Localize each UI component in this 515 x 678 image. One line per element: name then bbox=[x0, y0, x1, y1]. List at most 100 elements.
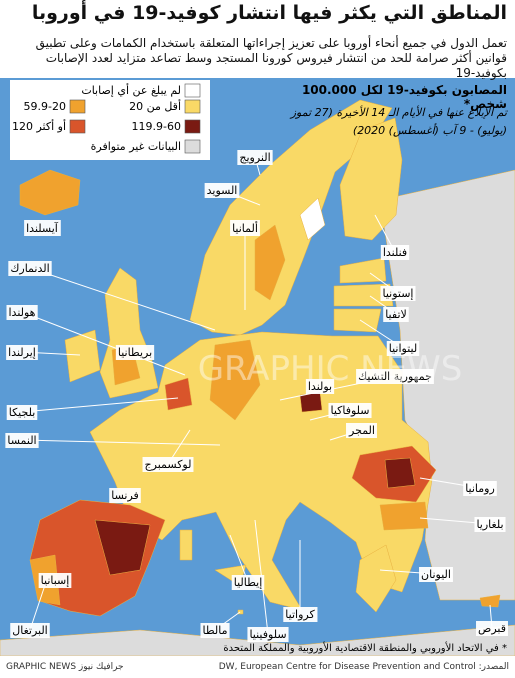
country-label: رومانيا bbox=[465, 482, 495, 495]
benelux-hotspot bbox=[164, 377, 193, 411]
legend-swatch bbox=[69, 119, 86, 134]
country-label: إيطاليا bbox=[234, 576, 263, 589]
label-bg bbox=[356, 369, 434, 384]
country-label: جمهورية التشيك bbox=[358, 370, 432, 383]
label-bg bbox=[328, 403, 372, 418]
watermark: GRAPHIC NEWS bbox=[198, 349, 463, 389]
country-label: لاتفيا bbox=[385, 308, 407, 321]
legend-swatch bbox=[184, 83, 201, 98]
label-bg bbox=[24, 220, 61, 236]
iceland bbox=[19, 169, 81, 216]
label-bg bbox=[142, 457, 194, 472]
country-label: لوكسمبرج bbox=[145, 458, 192, 471]
label-bg bbox=[386, 341, 420, 356]
label-bg bbox=[6, 305, 38, 320]
country-label: بلغاريا bbox=[476, 518, 503, 531]
label-bg bbox=[10, 623, 50, 638]
spain-hotspot bbox=[94, 519, 151, 576]
country-label: النمسا bbox=[7, 434, 36, 447]
country-label: ألمانيا bbox=[232, 221, 258, 235]
legend-swatch bbox=[69, 99, 86, 114]
romania-hotspot bbox=[384, 457, 416, 489]
country-label: بريطانيا bbox=[118, 346, 152, 359]
label-bg bbox=[380, 245, 410, 260]
label-bg bbox=[200, 623, 230, 638]
finland bbox=[339, 117, 403, 241]
sardinia bbox=[179, 529, 193, 561]
legend-label: أقل من 20 bbox=[129, 99, 181, 113]
legend-swatch bbox=[184, 99, 201, 114]
country-label: اليونان bbox=[421, 568, 451, 581]
country-label: سلوفينيا bbox=[249, 628, 286, 641]
label-bg bbox=[237, 150, 273, 165]
land bbox=[0, 99, 515, 657]
label-bg bbox=[8, 261, 52, 276]
greece bbox=[355, 544, 397, 613]
label-bg bbox=[305, 379, 335, 394]
country-label: بولندا bbox=[308, 380, 332, 393]
label-bg bbox=[38, 573, 72, 588]
label-bg bbox=[6, 345, 38, 360]
country-label: الدنمارك bbox=[10, 262, 49, 275]
leader-line bbox=[21, 439, 221, 446]
country-label: البرتغال bbox=[12, 624, 48, 637]
label-bg bbox=[380, 286, 416, 301]
leader-line bbox=[229, 534, 249, 583]
label-bg bbox=[346, 423, 377, 438]
country-label: إسبانيا bbox=[41, 574, 70, 587]
label-bg bbox=[109, 488, 141, 503]
label-bg bbox=[247, 627, 289, 642]
label-bg bbox=[204, 183, 240, 198]
subtitle: تعمل الدول في جميع أنحاء أوروبا على تعزي… bbox=[35, 36, 507, 80]
country-label: مالطا bbox=[203, 624, 228, 637]
legend-note: تم الإبلاغ عنها في الأيام الـ 14 الأخيرة… bbox=[290, 106, 507, 137]
country-label: هولندا bbox=[9, 306, 36, 319]
cyprus bbox=[479, 594, 501, 608]
country-label: إيرلندا bbox=[8, 346, 36, 359]
leader-line bbox=[29, 267, 216, 331]
country-label: السويد bbox=[207, 184, 238, 197]
legend-swatch bbox=[184, 139, 201, 154]
leader-line bbox=[21, 397, 179, 413]
country-label: بلجيكا bbox=[9, 406, 36, 419]
source: المصدر: DW, European Centre for Disease … bbox=[218, 662, 509, 672]
label-bg bbox=[6, 405, 38, 420]
ireland bbox=[64, 329, 101, 383]
country-label: فنلندا bbox=[383, 246, 407, 259]
country-label: المجر bbox=[348, 424, 375, 437]
label-bg bbox=[383, 307, 409, 322]
country-label: كرواتيا bbox=[285, 608, 315, 621]
label-bg bbox=[476, 621, 508, 636]
label-bg bbox=[283, 607, 318, 622]
legend-swatch bbox=[184, 119, 201, 134]
latvia bbox=[333, 283, 394, 307]
sweden-south bbox=[254, 224, 286, 301]
germany-hotspot bbox=[209, 339, 261, 421]
footnote: * في الاتحاد الأوروبي والمنطقة الاقتصادي… bbox=[223, 643, 507, 654]
legend-label: 120 أو أكثر bbox=[12, 119, 66, 133]
country-label: فرنسا bbox=[111, 489, 139, 502]
legend-label: البيانات غير متوافرة bbox=[91, 140, 181, 153]
label-bg bbox=[419, 567, 453, 582]
label-bg bbox=[463, 481, 497, 496]
white-area bbox=[299, 197, 326, 241]
label-bg bbox=[5, 433, 39, 448]
legend-title: المصابون بكوفيد-19 لكل 100.000 شخص* bbox=[301, 83, 507, 111]
country-label: قبرص bbox=[478, 622, 506, 635]
leader-line bbox=[21, 311, 186, 376]
label-bg bbox=[474, 517, 506, 532]
legend-label: 119.9-60 bbox=[132, 120, 181, 133]
bulgaria bbox=[379, 501, 429, 531]
country-label: النرويج bbox=[239, 151, 270, 164]
legend-label: 59.9-20 bbox=[24, 100, 66, 113]
label-bg bbox=[230, 220, 260, 236]
credit: GRAPHIC NEWS جرافيك نيوز bbox=[6, 662, 124, 672]
legend-panel bbox=[10, 80, 210, 160]
label-bg bbox=[115, 345, 155, 360]
country-label: إستونيا bbox=[382, 287, 413, 300]
africa bbox=[0, 624, 515, 657]
label-bg bbox=[231, 575, 265, 590]
country-label: آيسلندا bbox=[26, 221, 59, 235]
